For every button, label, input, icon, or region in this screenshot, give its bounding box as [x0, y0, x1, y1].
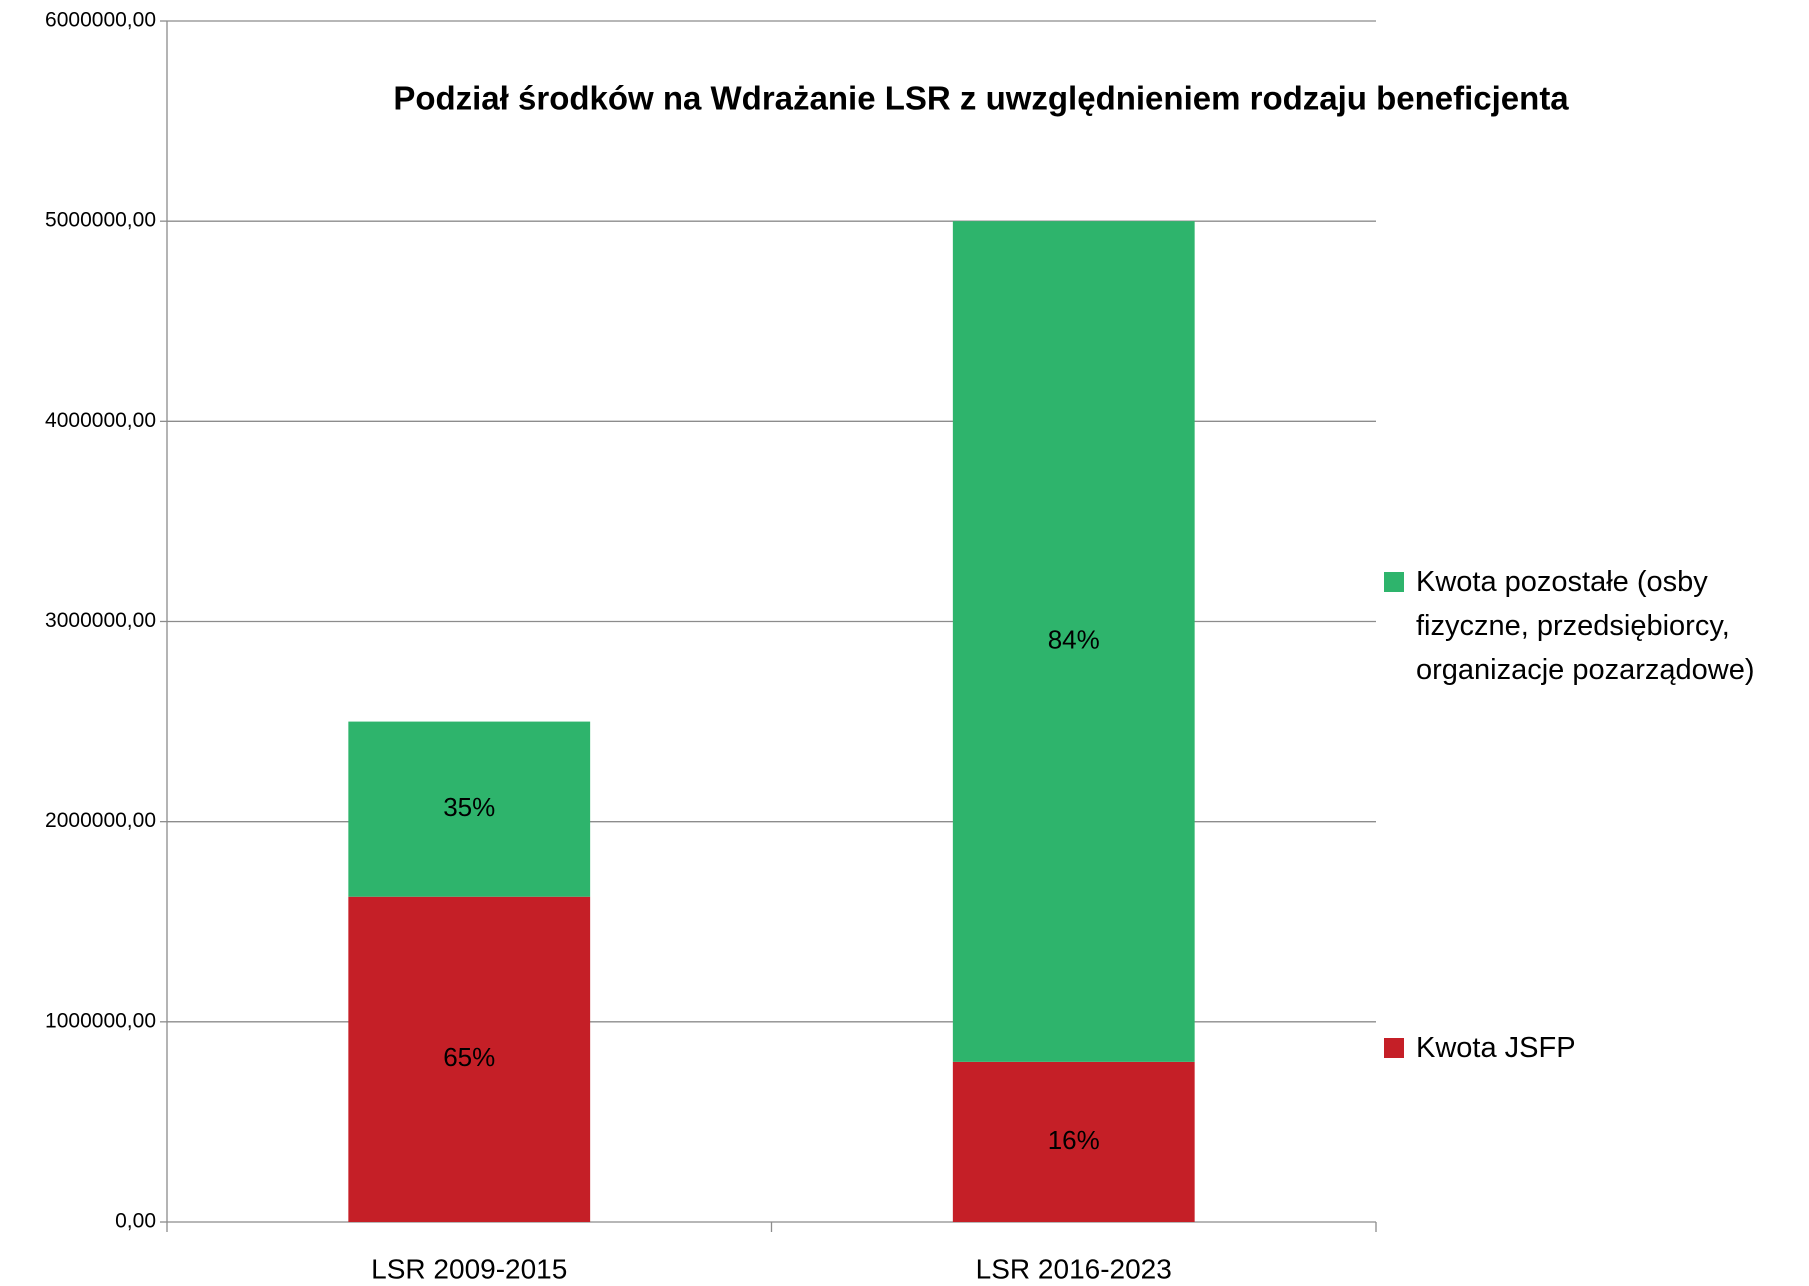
data-label: 35%	[443, 792, 495, 822]
bar-segment	[348, 896, 591, 1222]
data-label: 65%	[443, 1042, 495, 1072]
legend-label: Kwota JSFP	[1416, 1032, 1576, 1064]
data-label: 16%	[1048, 1125, 1100, 1155]
bar-segment	[952, 1061, 1195, 1222]
legend-label: Kwota pozostałe (osby fizyczne, przedsię…	[1416, 566, 1755, 686]
legend-swatch	[1384, 572, 1404, 592]
bar-segment	[952, 221, 1195, 1062]
y-tick-label: 3000000,00	[45, 609, 156, 632]
x-tick-label: LSR 2009-2015	[371, 1253, 567, 1284]
data-label: 84%	[1048, 624, 1100, 654]
chart-title: Podział środków na Wdrażanie LSR z uwzgl…	[393, 80, 1569, 117]
bar-segment	[348, 721, 591, 897]
x-tick-label: LSR 2016-2023	[976, 1253, 1172, 1284]
y-tick-label: 4000000,00	[45, 409, 156, 432]
legend-swatch	[1384, 1038, 1404, 1058]
y-tick-label: 5000000,00	[45, 209, 156, 232]
y-tick-label: 1000000,00	[45, 1009, 156, 1032]
y-tick-label: 6000000,00	[45, 9, 156, 32]
y-tick-label: 0,00	[115, 1210, 156, 1233]
y-tick-label: 2000000,00	[45, 809, 156, 832]
